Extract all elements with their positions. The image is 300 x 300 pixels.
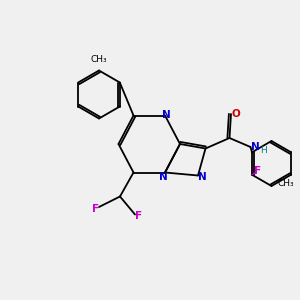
Text: N: N xyxy=(159,172,168,182)
Text: N: N xyxy=(198,172,207,182)
Text: F: F xyxy=(254,166,261,176)
Text: F: F xyxy=(92,203,99,214)
Text: CH₃: CH₃ xyxy=(278,178,294,188)
Text: H: H xyxy=(260,146,266,155)
Text: N: N xyxy=(251,142,260,152)
Text: CH₃: CH₃ xyxy=(91,55,107,64)
Text: O: O xyxy=(231,109,240,119)
Text: F: F xyxy=(135,211,142,221)
Text: N: N xyxy=(162,110,171,121)
